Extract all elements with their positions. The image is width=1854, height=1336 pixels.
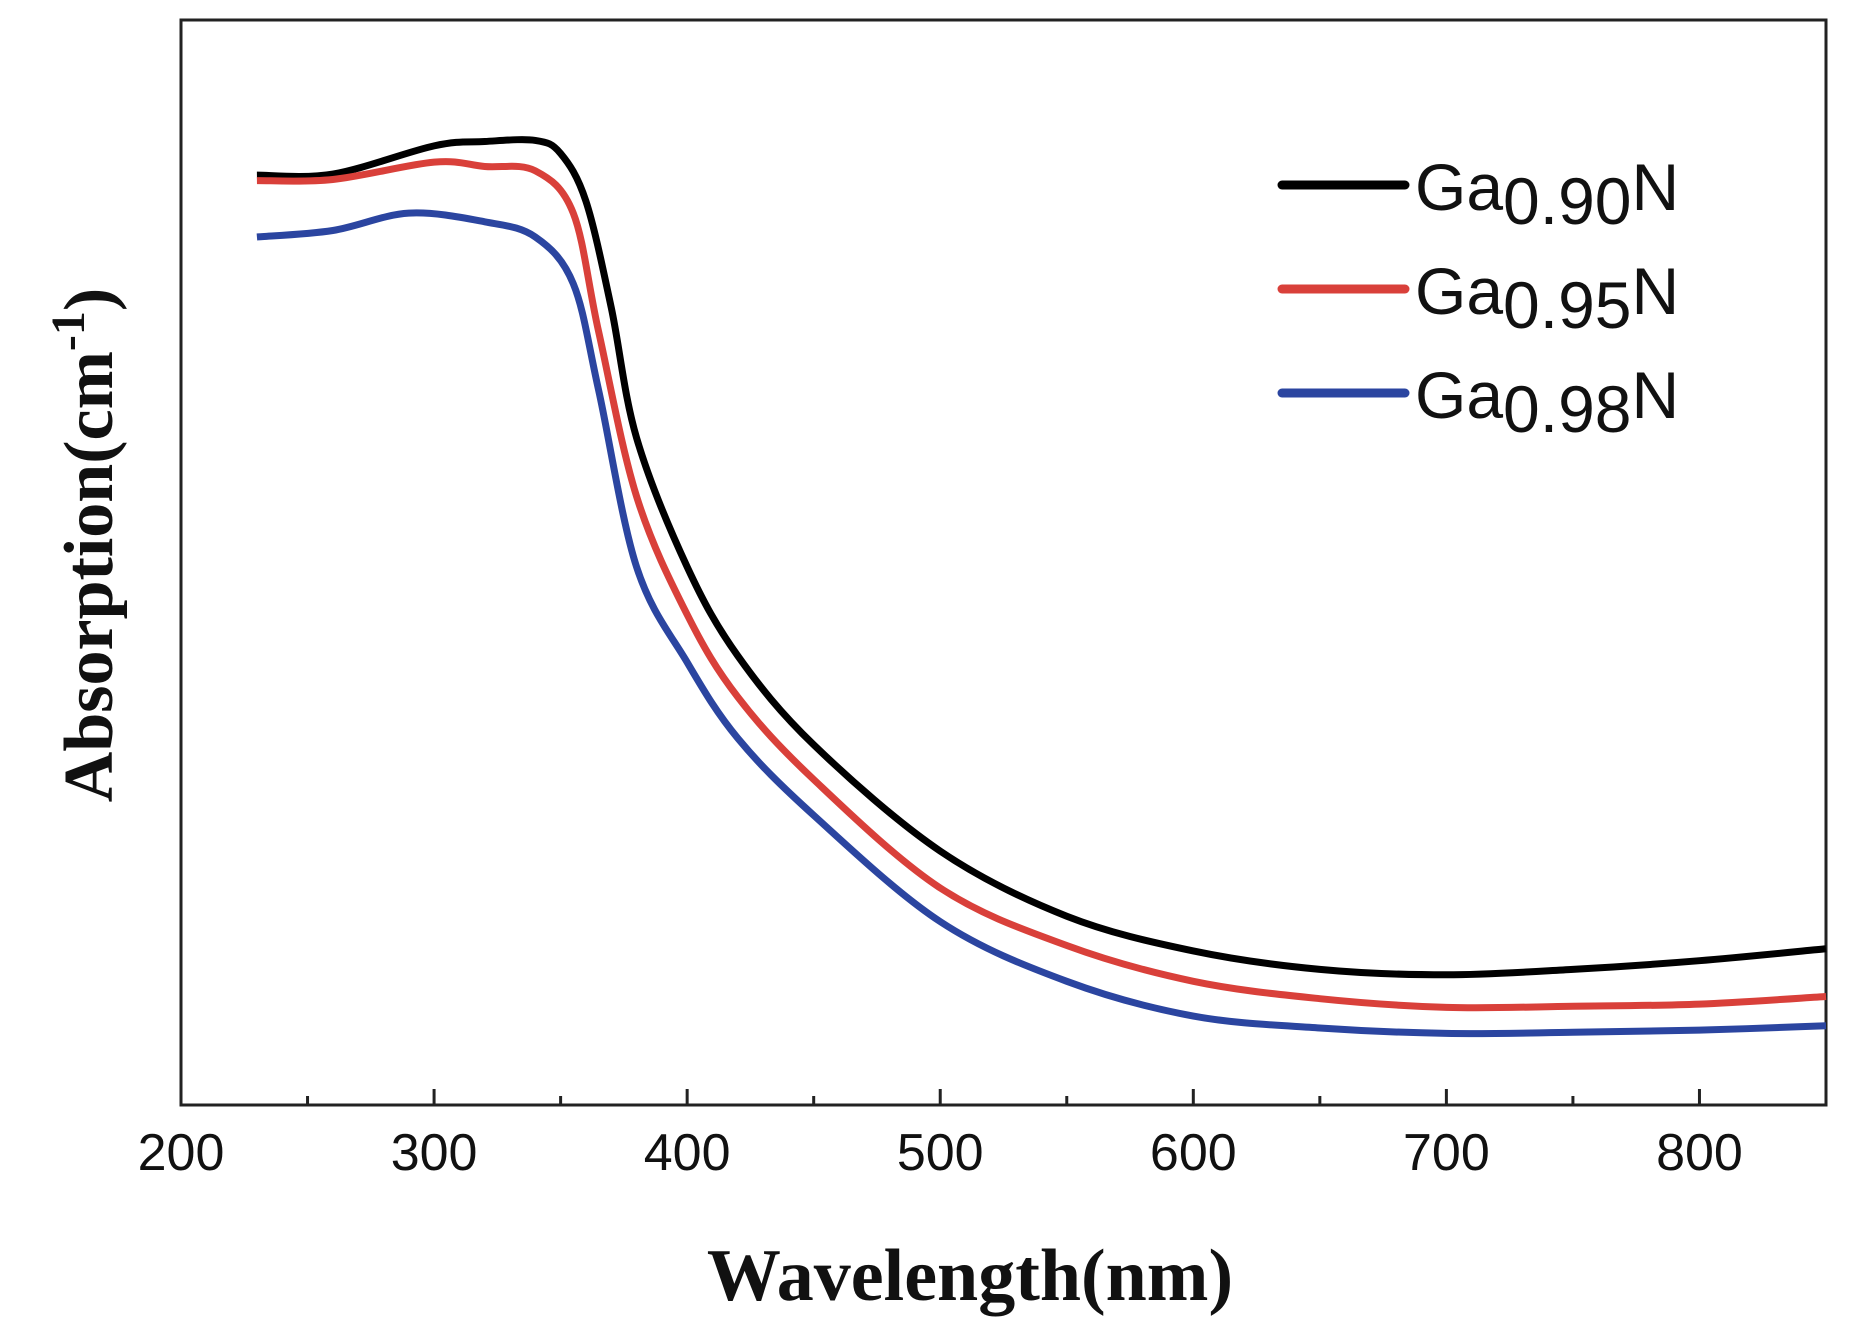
series-line-Ga0.90N xyxy=(256,136,1827,979)
x-tick-label: 400 xyxy=(644,1124,731,1182)
legend-label: Ga0.98N xyxy=(1415,358,1679,446)
legend-label: Ga0.90N xyxy=(1415,150,1679,238)
series-line-Ga0.98N xyxy=(256,209,1827,1038)
series-line-Ga0.95N xyxy=(256,158,1827,1012)
y-axis-label: Absorption(cm-1) xyxy=(42,288,128,802)
plot-frame xyxy=(179,18,1828,1107)
x-tick-label: 800 xyxy=(1656,1124,1743,1182)
x-tick-label: 500 xyxy=(897,1124,984,1182)
x-axis-label: Wavelength(nm) xyxy=(707,1235,1233,1317)
x-tick-label: 700 xyxy=(1403,1124,1490,1182)
x-tick-label: 300 xyxy=(391,1124,478,1182)
legend-label: Ga0.95N xyxy=(1415,254,1679,342)
x-tick-label: 600 xyxy=(1150,1124,1237,1182)
x-tick-label: 200 xyxy=(138,1124,225,1182)
